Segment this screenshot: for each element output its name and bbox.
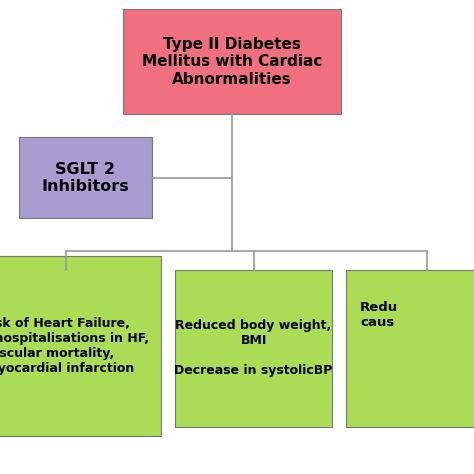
Text: Reduced body weight,
BMI

Decrease in systolicBP: Reduced body weight, BMI Decrease in sys… bbox=[174, 319, 333, 377]
FancyBboxPatch shape bbox=[175, 270, 332, 427]
FancyBboxPatch shape bbox=[123, 9, 341, 114]
FancyBboxPatch shape bbox=[0, 256, 161, 436]
Text: SGLT 2
Inhibitors: SGLT 2 Inhibitors bbox=[41, 162, 129, 194]
Text: Type II Diabetes
Mellitus with Cardiac
Abnormalities: Type II Diabetes Mellitus with Cardiac A… bbox=[142, 36, 322, 87]
FancyBboxPatch shape bbox=[346, 270, 474, 427]
Text: Redu
caus: Redu caus bbox=[360, 301, 399, 329]
Text: risk of Heart Failure,
  f hospitalisations in HF,
  rascular mortality,
  myoca: risk of Heart Failure, f hospitalisation… bbox=[0, 317, 149, 375]
FancyBboxPatch shape bbox=[19, 137, 152, 218]
